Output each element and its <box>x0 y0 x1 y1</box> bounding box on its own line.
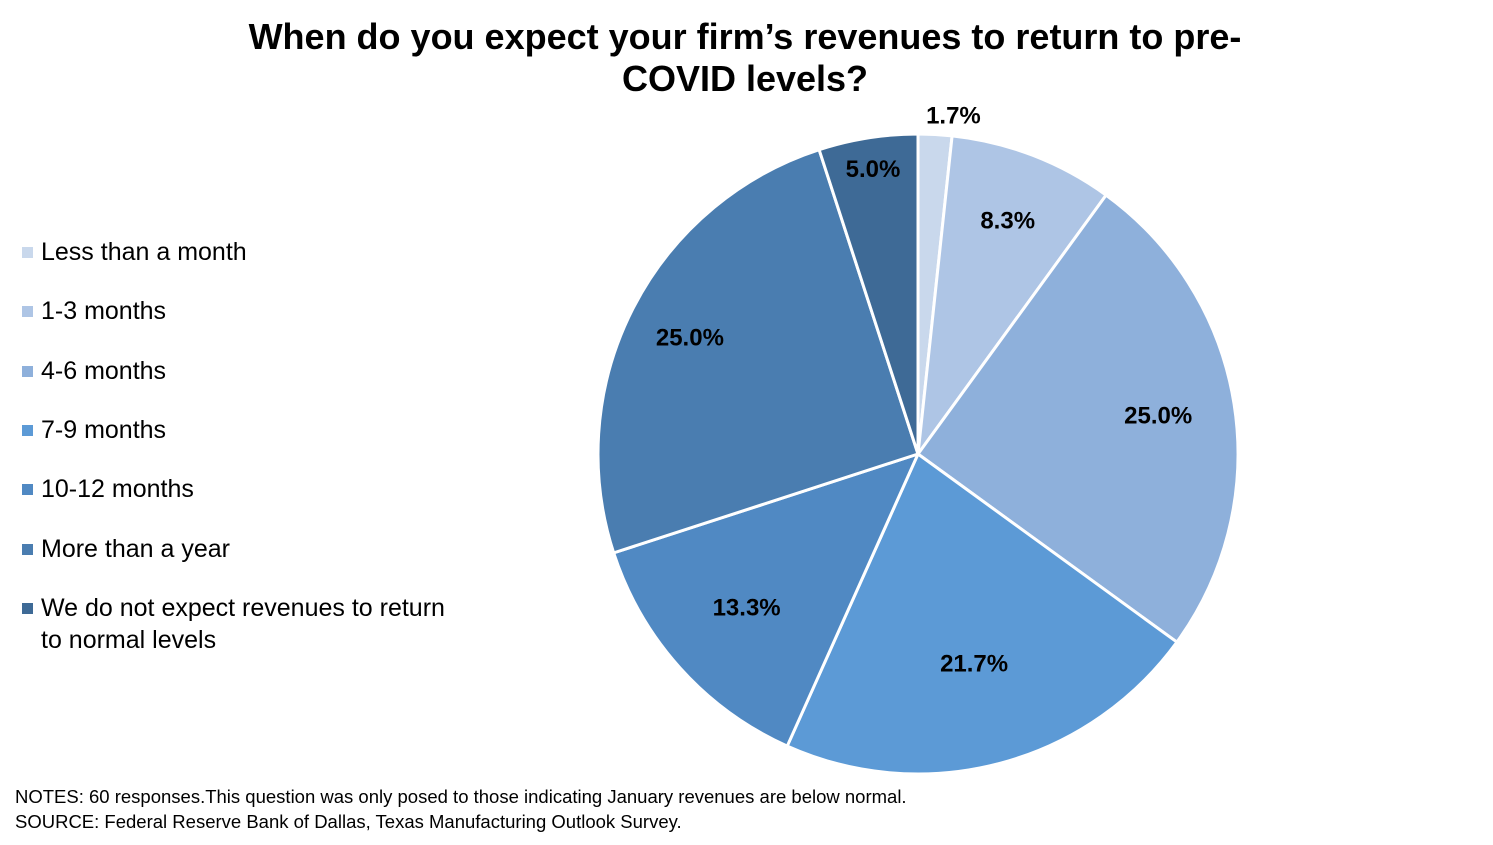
legend-label: Less than a month <box>41 236 247 268</box>
legend-label: We do not expect revenues to return to no… <box>41 592 445 656</box>
legend-swatch <box>22 603 33 614</box>
legend-item: Less than a month <box>22 236 247 268</box>
legend-swatch <box>22 366 33 377</box>
legend-label-line: 7-9 months <box>41 416 167 444</box>
legend-label: 4-6 months <box>41 355 166 387</box>
chart-title: When do you expect your firm’s revenues … <box>140 16 1350 100</box>
legend-label-line: 1-3 months <box>41 297 167 325</box>
legend-item: 10-12 months <box>22 473 194 505</box>
legend-swatch <box>22 247 33 258</box>
legend-item: More than a year <box>22 533 230 565</box>
legend-label: 1-3 months <box>41 295 166 327</box>
pie-slice-label: 8.3% <box>980 208 1035 235</box>
legend-item: We do not expect revenues to return to no… <box>22 592 445 656</box>
legend-item: 4-6 months <box>22 355 166 387</box>
legend-label-line: Less than a month <box>41 238 247 266</box>
legend-swatch <box>22 306 33 317</box>
pie-slice <box>785 452 1179 776</box>
legend-label-line: 10-12 months <box>41 475 194 503</box>
pie-slice <box>612 452 920 748</box>
pie-slice <box>817 132 920 456</box>
chart-title-line-2: COVID levels? <box>621 58 869 99</box>
legend-item: 7-9 months <box>22 414 166 446</box>
pie-slice-label: 5.0% <box>846 156 901 183</box>
legend-label-line: 4-6 months <box>41 357 167 385</box>
pie-slice-label: 25.0% <box>656 324 724 351</box>
legend-swatch <box>22 484 33 495</box>
legend-label: 7-9 months <box>41 414 166 446</box>
pie-slice <box>916 193 1240 644</box>
notes-line: NOTES: 60 responses.This question was on… <box>15 786 907 807</box>
pie-slice <box>596 148 920 555</box>
pie-slice <box>916 134 1108 456</box>
legend-label: 10-12 months <box>41 473 194 505</box>
pie-slice-label: 25.0% <box>1124 402 1192 429</box>
legend-label-line: to normal levels <box>41 626 217 654</box>
pie-slice-label: 21.7% <box>940 651 1008 678</box>
source-line: SOURCE: Federal Reserve Bank of Dallas, … <box>15 811 682 832</box>
pie-slice-label: 13.3% <box>713 594 781 621</box>
legend-label: More than a year <box>41 533 230 565</box>
legend-label-line: More than a year <box>41 535 230 563</box>
legend-swatch <box>22 425 33 436</box>
legend-label-line: We do not expect revenues to return <box>41 594 445 622</box>
chart-notes: NOTES: 60 responses.This question was on… <box>15 784 907 834</box>
pie-slice-label: 1.7% <box>926 103 981 130</box>
chart-title-line-1: When do you expect your firm’s revenues … <box>248 16 1242 57</box>
legend-swatch <box>22 544 33 555</box>
legend-item: 1-3 months <box>22 295 166 327</box>
